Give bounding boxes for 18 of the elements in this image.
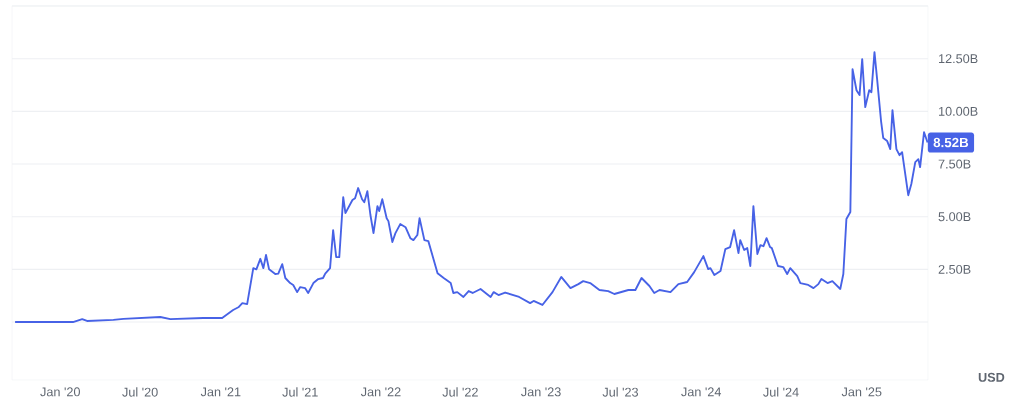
x-tick-label: Jan '22: [360, 387, 401, 397]
y-tick-label: 12.50B: [939, 54, 978, 64]
y-tick-label: 7.50B: [938, 159, 971, 169]
x-tick-label: Jan '23: [521, 387, 561, 397]
x-tick-label: Jul '24: [763, 387, 799, 397]
y-tick-label: 5.00B: [938, 212, 971, 222]
y-tick-label: 10.00B: [939, 106, 978, 116]
x-tick-label: Jul '23: [602, 387, 639, 397]
x-tick-label: Jul '21: [282, 387, 318, 397]
x-tick-label: Jan '25: [841, 387, 882, 397]
x-tick-label: Jul '20: [122, 387, 158, 397]
x-tick-label: Jan '21: [200, 387, 241, 397]
x-tick-label: Jan '20: [40, 387, 80, 397]
x-tick-label: Jul '22: [442, 387, 478, 397]
y-axis-title: USD: [978, 372, 1005, 382]
y-tick-label: 2.50B: [938, 264, 971, 274]
x-tick-label: Jan '24: [681, 387, 722, 397]
annotation: 8.52B: [933, 137, 969, 148]
